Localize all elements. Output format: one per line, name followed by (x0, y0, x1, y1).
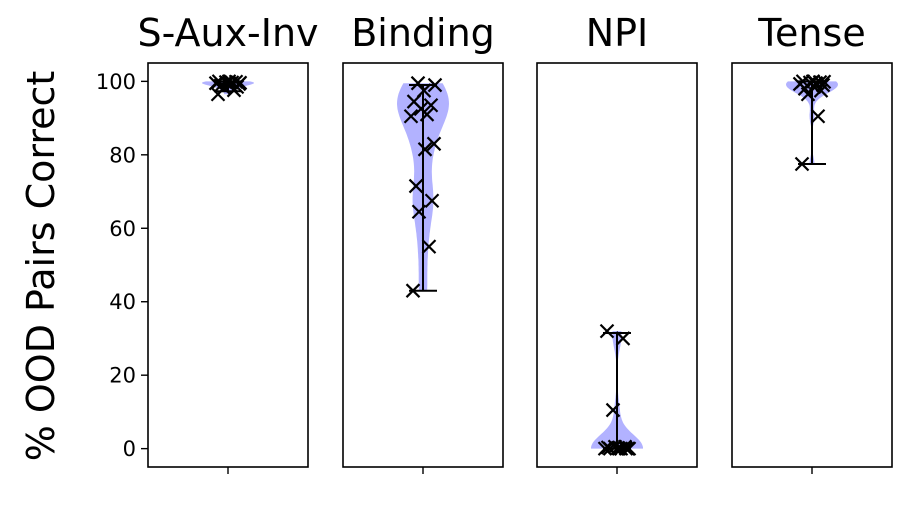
panel-4: Tense (731, 11, 893, 474)
data-point (403, 108, 419, 124)
marker-stroke (802, 75, 818, 90)
marker-stroke (605, 402, 621, 418)
marker-stroke (597, 441, 613, 456)
marker-stroke (794, 156, 810, 172)
data-point (615, 331, 631, 346)
data-point (810, 108, 826, 124)
data-point (408, 178, 424, 194)
panel-title: S-Aux-Inv (137, 11, 318, 55)
data-point (599, 323, 615, 339)
data-point (417, 142, 433, 157)
marker-stroke (413, 101, 429, 117)
data-point (411, 204, 427, 220)
marker-stroke (408, 178, 424, 194)
panel-2: Binding (342, 11, 504, 474)
data-point (405, 283, 421, 298)
data-point (424, 193, 440, 209)
data-point (621, 441, 637, 456)
data-point (605, 402, 621, 418)
marker-stroke (403, 108, 419, 124)
marker-stroke (405, 283, 421, 298)
y-tick-label: 100 (96, 70, 136, 94)
data-point (421, 239, 437, 254)
y-tick-label: 40 (109, 290, 136, 314)
panel-title: Binding (351, 11, 495, 55)
marker-stroke (615, 331, 631, 346)
marker-stroke (417, 142, 433, 157)
panel-frame (147, 62, 309, 468)
data-point (427, 77, 443, 93)
data-point (426, 136, 442, 152)
data-point (816, 74, 832, 90)
marker-stroke (426, 136, 442, 152)
marker-stroke (411, 204, 427, 220)
y-axis-label: % OOD Pairs Correct (19, 71, 63, 462)
marker-stroke (218, 74, 234, 90)
y-tick-label: 60 (109, 217, 136, 241)
y-tick-label: 20 (109, 364, 136, 388)
marker-stroke (232, 75, 248, 91)
marker-stroke (810, 108, 826, 124)
data-point (805, 74, 821, 89)
panel-title: Tense (757, 11, 865, 55)
marker-stroke (424, 193, 440, 209)
y-tick-label: 80 (109, 143, 136, 167)
data-point (794, 156, 810, 172)
marker-stroke (421, 239, 437, 254)
marker-stroke (423, 97, 439, 113)
y-tick-label: 0 (123, 437, 136, 461)
marker-stroke (416, 83, 432, 98)
marker-stroke (228, 74, 244, 90)
panel-1: S-Aux-Inv 0 20 40 60 80 100 (96, 11, 319, 474)
marker-stroke (610, 440, 626, 456)
marker-stroke (427, 77, 443, 93)
panels-group: S-Aux-Inv 0 20 40 60 80 100 Binding NPI Tense (96, 11, 893, 474)
data-point (610, 440, 626, 456)
marker-stroke (812, 74, 828, 90)
marker-stroke (410, 75, 426, 91)
marker-stroke (621, 441, 637, 456)
marker-stroke (816, 74, 832, 90)
panel-title: NPI (586, 11, 649, 55)
panel-3: NPI (536, 11, 698, 474)
marker-stroke (599, 323, 615, 339)
marker-stroke (805, 74, 821, 89)
data-point (423, 97, 439, 113)
data-point (232, 75, 248, 91)
data-point (410, 75, 426, 91)
